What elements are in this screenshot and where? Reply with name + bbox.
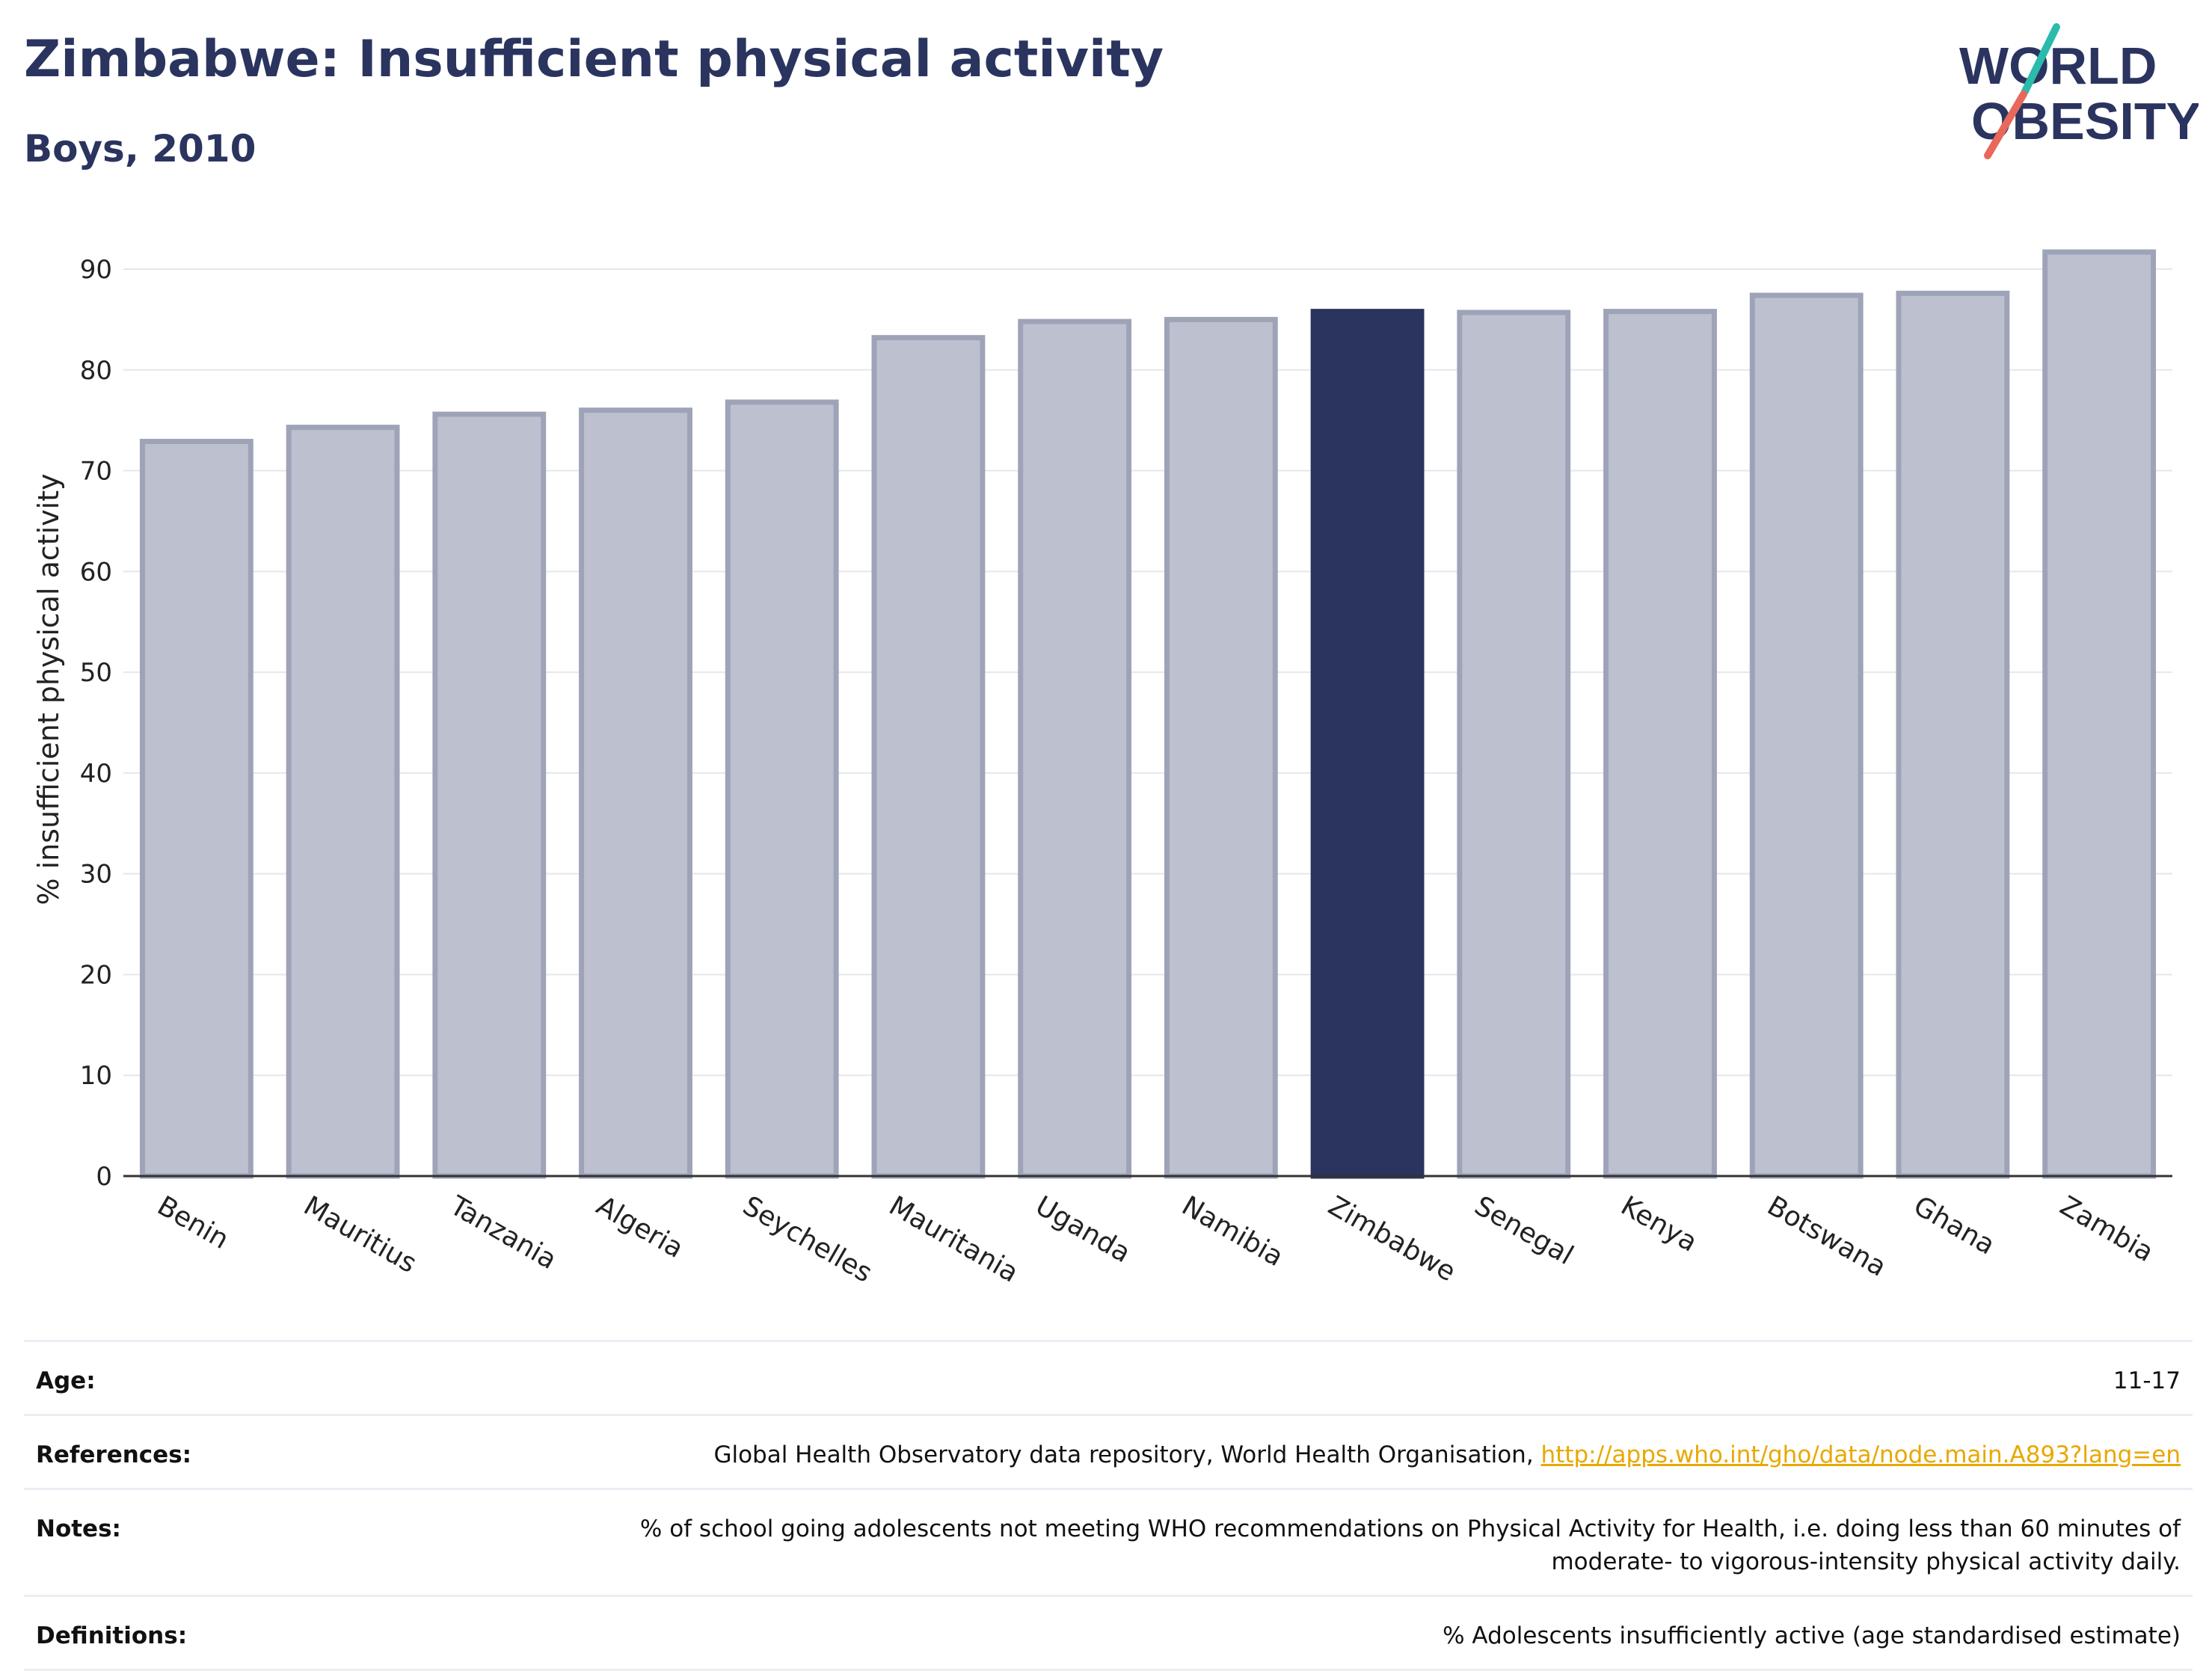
page-title: Zimbabwe: Insufficient physical activity: [24, 30, 1164, 89]
bars: [139, 249, 2157, 1179]
info-row-references: References: Global Health Observatory da…: [24, 1414, 2193, 1488]
notes-label: Notes:: [36, 1515, 121, 1542]
x-tick-label: Ghana: [1908, 1190, 2000, 1261]
x-tick-label: Algeria: [592, 1190, 689, 1264]
x-tick-label: Botswana: [1762, 1190, 1891, 1282]
bar-senegal: [1457, 310, 1571, 1179]
references-text: Global Health Observatory data repositor…: [713, 1441, 1541, 1468]
bar-namibia: [1164, 316, 1278, 1179]
bar-kenya: [1603, 309, 1717, 1179]
y-tick-label: 20: [80, 960, 112, 990]
x-tick-label: Kenya: [1616, 1190, 1703, 1258]
info-table: Age: 11-17 References: Global Health Obs…: [24, 1340, 2193, 1671]
references-value: Global Health Observatory data repositor…: [713, 1438, 2181, 1471]
y-tick-label: 10: [80, 1061, 112, 1091]
bar-algeria: [579, 407, 692, 1179]
bar-seychelles: [725, 399, 839, 1179]
y-tick-label: 0: [96, 1162, 112, 1192]
bar-uganda: [1018, 318, 1132, 1179]
x-tick-label: Uganda: [1030, 1190, 1136, 1269]
bar-chart: 0 10 20 30 40 50 60 70 80 90 Benin Mauritius Tanzani…: [32, 249, 2172, 1289]
x-tick-label: Tanzania: [444, 1190, 562, 1275]
grid-lines: [123, 268, 2172, 1077]
y-axis-title: % insufficient physical activity: [32, 473, 65, 905]
x-tick-label: Mauritius: [298, 1190, 422, 1279]
y-tick-label: 90: [80, 255, 112, 285]
y-tick-label: 40: [80, 759, 112, 789]
info-row-age: Age: 11-17: [24, 1340, 2193, 1414]
page-subtitle: Boys, 2010: [24, 127, 256, 170]
y-tick-label: 50: [80, 658, 112, 688]
world-obesity-logo: WORLD OBESITY: [1959, 23, 2199, 159]
notes-line1: % of school going adolescents not meetin…: [639, 1515, 2181, 1542]
x-tick-label: Zimbabwe: [1323, 1190, 1460, 1287]
bar-ghana: [1896, 290, 2010, 1179]
y-tick-label: 70: [80, 457, 112, 487]
logo-teal-slash: [2021, 23, 2060, 95]
bar-benin: [139, 438, 254, 1179]
x-tick-label: Senegal: [1469, 1190, 1579, 1271]
x-tick-label: Seychelles: [737, 1190, 877, 1288]
x-tick-label: Mauritania: [884, 1190, 1024, 1288]
y-tick-label: 80: [80, 356, 112, 386]
x-tick-label: Namibia: [1176, 1190, 1288, 1273]
notes-line2: moderate- to vigorous-intensity physical…: [1551, 1548, 2181, 1575]
bar-mauritania: [871, 335, 986, 1179]
bar-mauritius: [286, 425, 400, 1179]
bar-zimbabwe: [1310, 309, 1425, 1179]
info-row-notes: Notes: % of school going adolescents not…: [24, 1488, 2193, 1595]
bar-botswana: [1749, 292, 1864, 1179]
definitions-label: Definitions:: [36, 1622, 188, 1649]
bar-tanzania: [432, 411, 547, 1179]
y-tick-label: 30: [80, 860, 112, 890]
bar-zambia: [2042, 249, 2157, 1179]
references-label: References:: [36, 1441, 192, 1468]
x-tick-label: Zambia: [2055, 1190, 2159, 1268]
x-tick-label: Benin: [152, 1190, 233, 1255]
age-label: Age:: [36, 1367, 96, 1394]
info-row-definitions: Definitions: % Adolescents insufficientl…: [24, 1595, 2193, 1671]
definitions-value: % Adolescents insufficiently active (age…: [1443, 1622, 2181, 1649]
age-value: 11-17: [2113, 1367, 2181, 1394]
notes-value: % of school going adolescents not meetin…: [640, 1512, 2181, 1578]
logo-line1: WORLD: [1959, 37, 2157, 95]
logo-red-slash: [1984, 90, 2027, 159]
references-link[interactable]: http://apps.who.int/gho/data/node.main.A…: [1540, 1441, 2181, 1468]
y-tick-label: 60: [80, 557, 112, 587]
